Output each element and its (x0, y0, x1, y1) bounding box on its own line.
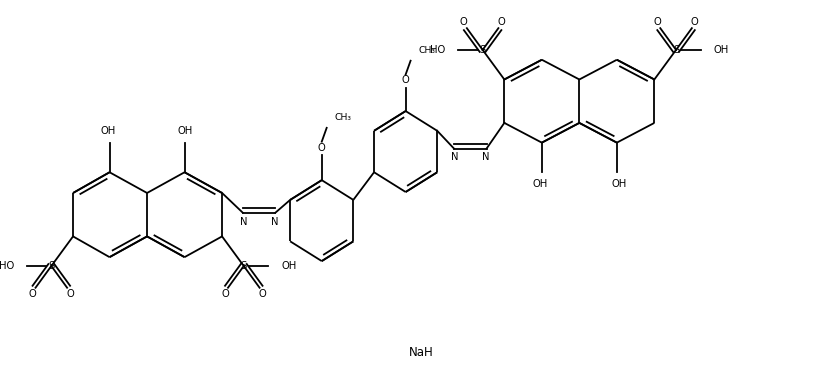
Text: CH₃: CH₃ (418, 46, 435, 56)
Text: N: N (270, 217, 278, 227)
Text: N: N (240, 217, 248, 227)
Text: O: O (498, 17, 505, 27)
Text: OH: OH (612, 179, 626, 189)
Text: S: S (240, 261, 247, 271)
Text: S: S (479, 45, 486, 55)
Text: O: O (460, 17, 468, 27)
Text: O: O (318, 142, 325, 152)
Text: O: O (221, 289, 229, 299)
Text: O: O (653, 17, 661, 27)
Text: OH: OH (281, 261, 296, 271)
Text: OH: OH (178, 126, 193, 136)
Text: HO: HO (430, 45, 445, 55)
Text: N: N (482, 152, 489, 162)
Text: OH: OH (532, 179, 547, 189)
Text: O: O (28, 289, 37, 299)
Text: S: S (48, 261, 54, 271)
Text: S: S (673, 45, 679, 55)
Text: O: O (691, 17, 699, 27)
Text: N: N (451, 152, 458, 162)
Text: OH: OH (714, 45, 729, 55)
Text: OH: OH (101, 126, 116, 136)
Text: CH₃: CH₃ (334, 113, 352, 123)
Text: HO: HO (0, 261, 14, 271)
Text: NaH: NaH (409, 346, 433, 359)
Text: O: O (67, 289, 74, 299)
Text: O: O (402, 75, 409, 85)
Text: O: O (259, 289, 266, 299)
